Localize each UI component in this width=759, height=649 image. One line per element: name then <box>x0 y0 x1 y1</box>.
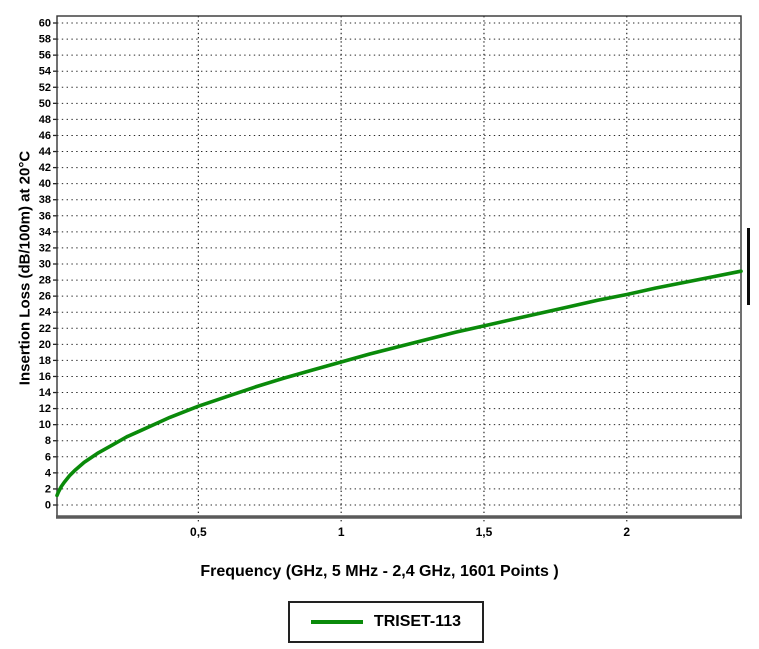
y-tick-label: 38 <box>39 194 51 206</box>
y-tick-label: 60 <box>39 18 51 30</box>
y-tick-label: 22 <box>39 323 51 335</box>
y-tick-label: 44 <box>39 146 52 158</box>
y-tick-label: 32 <box>39 242 51 254</box>
y-tick-label: 40 <box>39 178 51 190</box>
x-axis-title: Frequency (GHz, 5 MHz - 2,4 GHz, 1601 Po… <box>200 563 559 580</box>
y-tick-label: 42 <box>39 162 51 174</box>
x-gridlines <box>197 16 628 522</box>
y-tick-label: 12 <box>39 403 51 415</box>
x-tick-label: 1,5 <box>476 525 493 539</box>
legend: TRISET-113 <box>288 601 484 643</box>
y-tick-label: 10 <box>39 419 51 431</box>
legend-series-label: TRISET-113 <box>373 613 462 630</box>
y-tick-label: 26 <box>39 291 51 303</box>
y-tick-label: 56 <box>39 50 51 62</box>
y-tick-label: 8 <box>45 435 51 447</box>
y-tick-label: 6 <box>45 451 51 463</box>
x-tick-label: 1 <box>338 525 345 539</box>
legend-line-sample <box>310 620 363 624</box>
y-tick-label: 14 <box>39 387 52 399</box>
series-curve-triset-113 <box>55 269 743 498</box>
y-tick-label: 46 <box>39 130 51 142</box>
y-tick-label: 0 <box>45 500 51 512</box>
y-tick-label: 30 <box>39 259 51 271</box>
y-tick-label: 58 <box>39 34 51 46</box>
y-tick-label: 20 <box>39 339 51 351</box>
y-tick-label: 54 <box>39 66 52 78</box>
plot-area: 0246810121416182022242628303234363840424… <box>39 15 743 539</box>
y-axis-title: Insertion Loss (dB/100m) at 20°C <box>16 150 34 386</box>
y-tick-label: 48 <box>39 114 51 126</box>
y-tick-labels: 0246810121416182022242628303234363840424… <box>39 18 52 512</box>
y-tick-label: 16 <box>39 371 51 383</box>
right-edge-marker-bar <box>747 228 750 305</box>
y-tick-label: 50 <box>39 98 51 110</box>
x-tick-label: 0,5 <box>190 525 207 539</box>
y-tick-label: 24 <box>39 307 52 319</box>
y-tick-label: 28 <box>39 275 51 287</box>
y-tick-label: 4 <box>45 467 52 479</box>
plot-frame <box>56 15 742 519</box>
y-tick-label: 18 <box>39 355 51 367</box>
x-tick-label: 2 <box>623 525 630 539</box>
y-gridlines <box>57 22 741 506</box>
y-tick-label: 36 <box>39 210 51 222</box>
x-tick-labels: 0,5 1 1,5 2 <box>190 525 630 539</box>
y-tick-label: 34 <box>39 226 52 238</box>
y-tick-label: 2 <box>45 483 51 495</box>
y-tick-label: 52 <box>39 82 51 94</box>
